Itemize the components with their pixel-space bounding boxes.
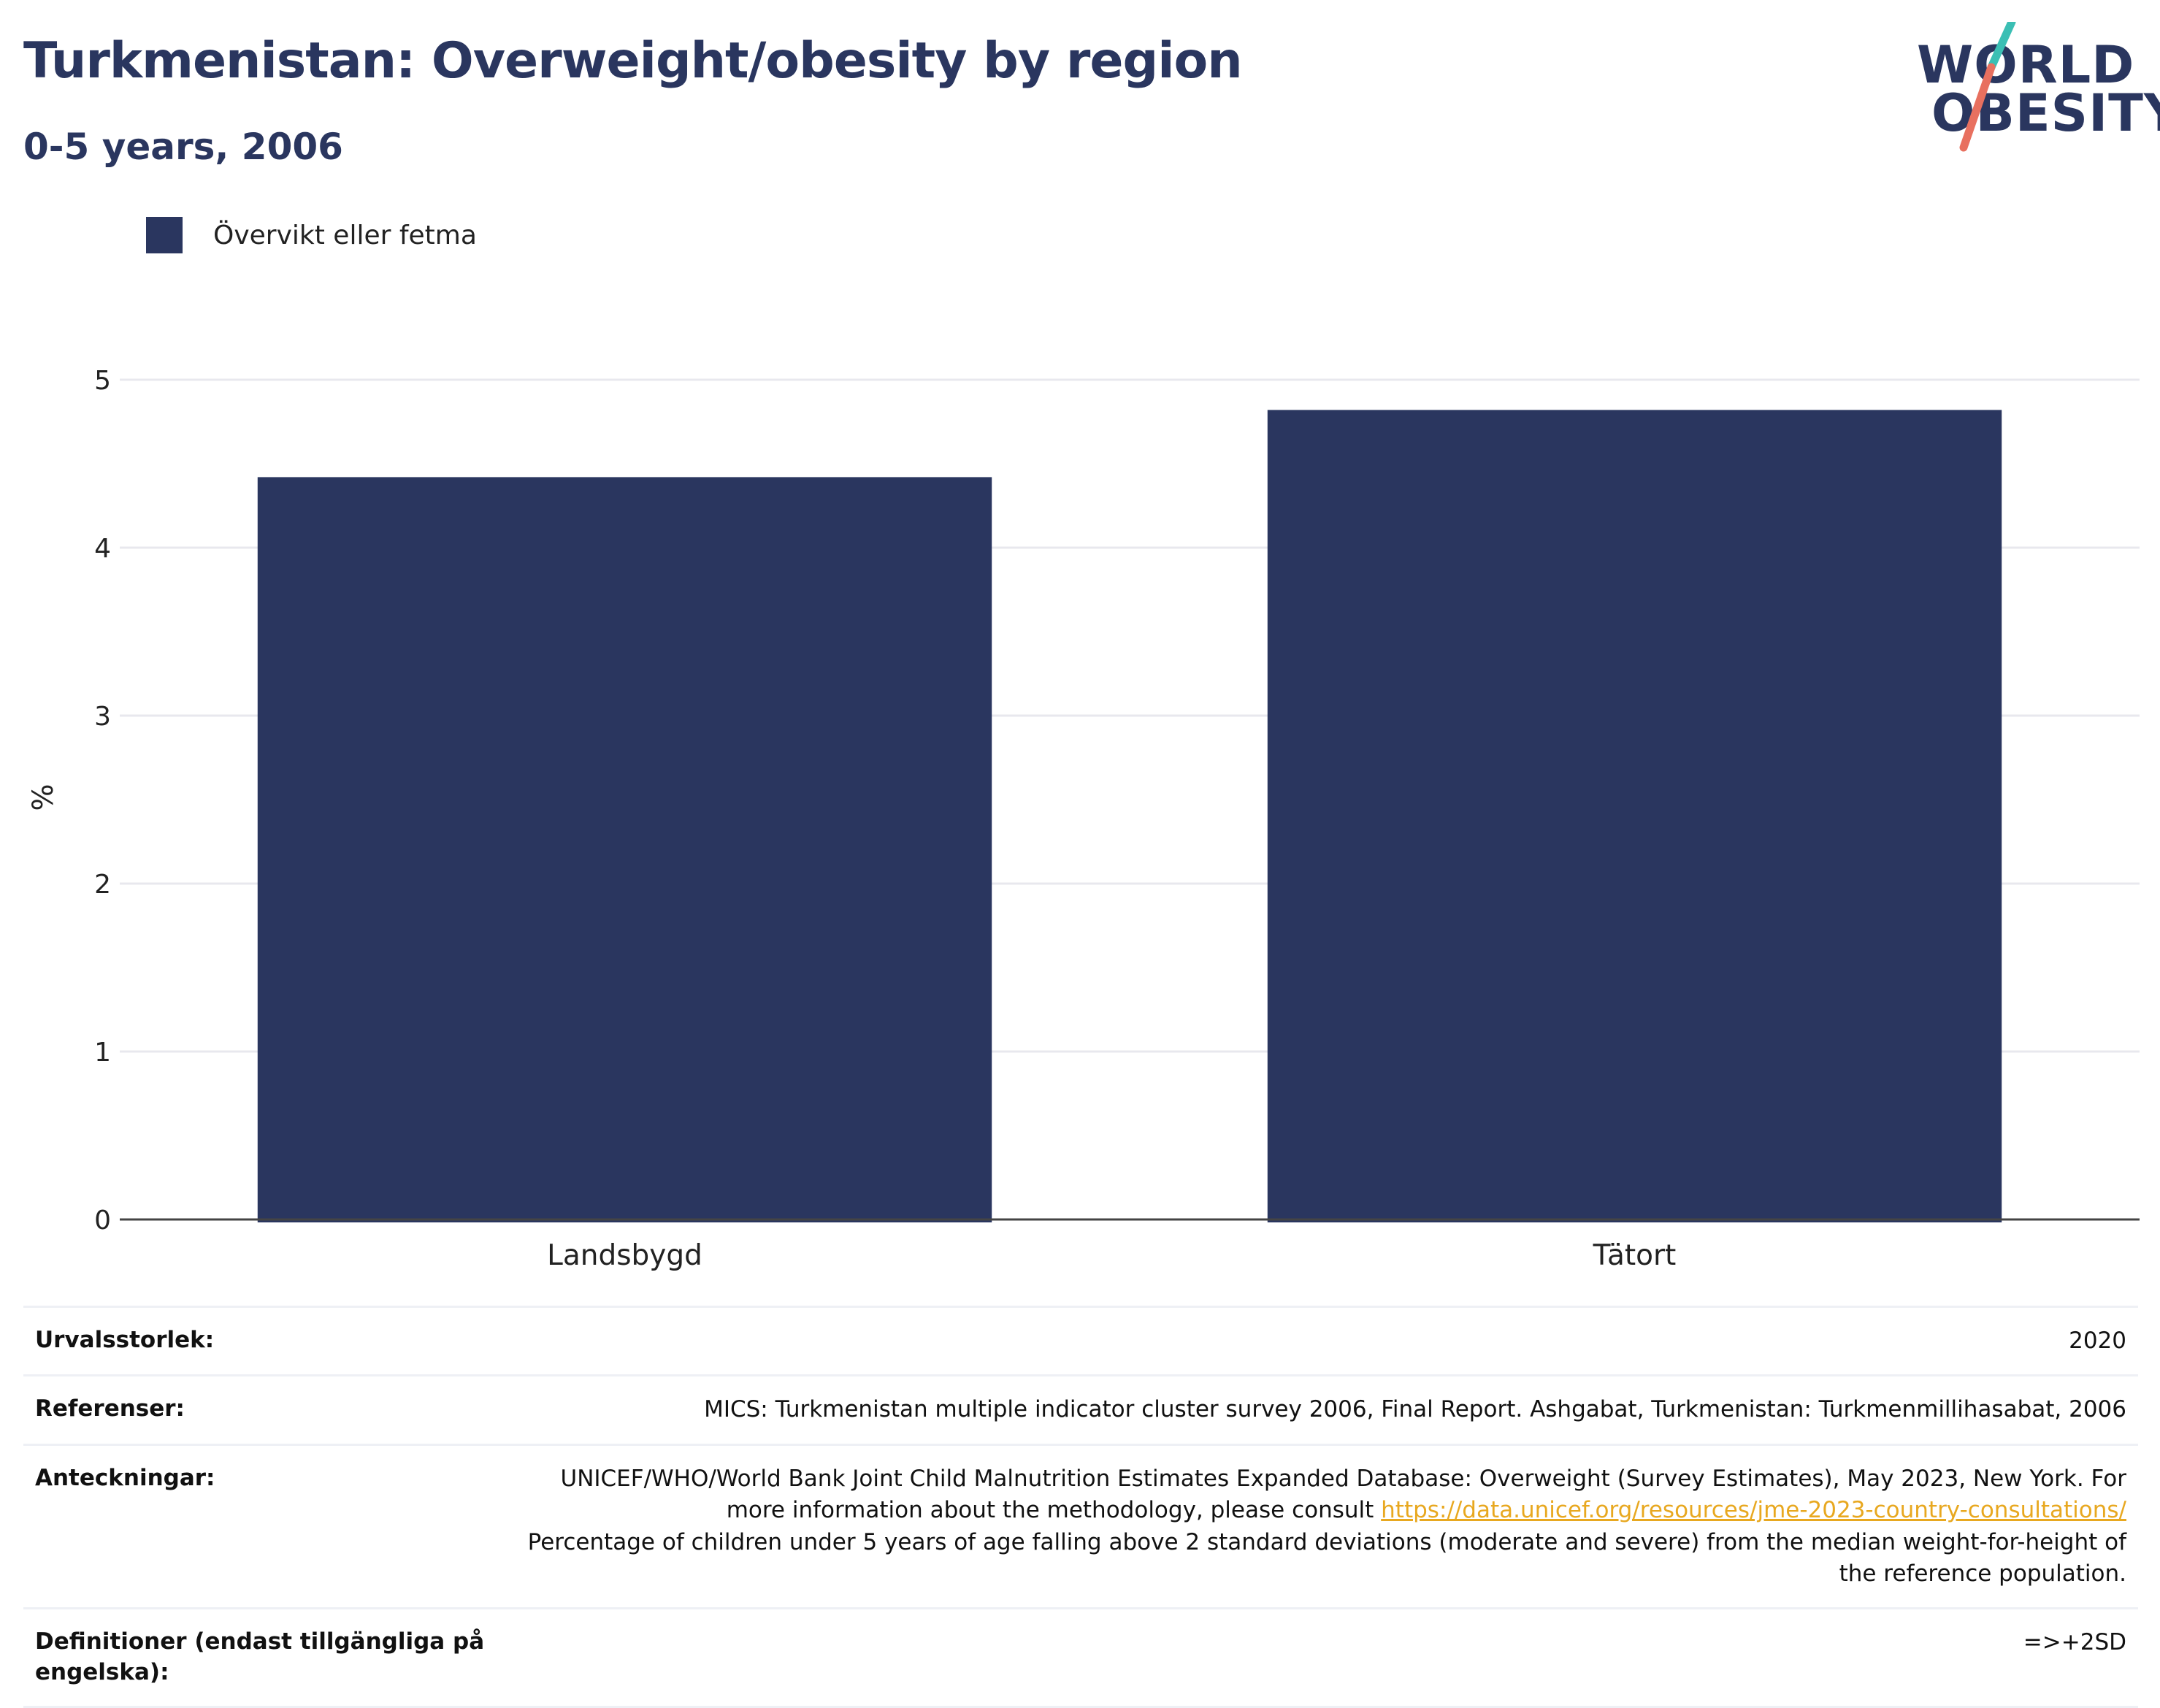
info-key: Anteckningar: xyxy=(35,1464,215,1491)
info-value: 2020 xyxy=(2069,1328,2126,1354)
y-tick-label: 1 xyxy=(94,1038,111,1068)
legend: Övervikt eller fetma xyxy=(146,216,477,254)
info-key: Urvalsstorlek: xyxy=(35,1327,215,1353)
y-tick-label: 3 xyxy=(94,702,111,732)
legend-label: Övervikt eller fetma xyxy=(213,220,477,250)
x-category-label: Tätort xyxy=(1593,1239,1677,1272)
notes-text: UNICEF/WHO/World Bank Joint Child Malnut… xyxy=(560,1465,2127,1524)
y-tick-label: 5 xyxy=(94,366,111,396)
info-row-notes: Anteckningar: UNICEF/WHO/World Bank Join… xyxy=(23,1443,2138,1608)
bar-chart: 0 1 2 3 4 5 Landsbygd Tätort % xyxy=(27,366,2140,1272)
y-tick-label: 0 xyxy=(94,1206,111,1236)
x-category-label: Landsbygd xyxy=(547,1239,702,1272)
info-row-sample-size: Urvalsstorlek: 2020 xyxy=(23,1306,2138,1374)
notes-text-2: Percentage of children under 5 years of … xyxy=(527,1528,2126,1587)
chart-title: Turkmenistan: Overweight/obesity by regi… xyxy=(23,32,1243,90)
methodology-link[interactable]: https://data.unicef.org/resources/jme-20… xyxy=(1381,1497,2126,1524)
info-key: Referenser: xyxy=(35,1395,185,1422)
y-axis-label: % xyxy=(27,784,60,811)
chart-subtitle: 0-5 years, 2006 xyxy=(23,126,343,168)
world-obesity-logo: WORLD OBESITY xyxy=(1902,22,2160,153)
info-key: Definitioner (endast tillgängliga på eng… xyxy=(35,1628,485,1686)
logo-line-1: WORLD xyxy=(1917,35,2135,95)
logo-slash-icon xyxy=(1959,22,2016,152)
info-row-definitions: Definitioner (endast tillgängliga på eng… xyxy=(23,1607,2138,1708)
legend-swatch xyxy=(146,217,183,253)
info-table: Urvalsstorlek: 2020 Referenser: MICS: Tu… xyxy=(23,1306,2138,1708)
info-value: MICS: Turkmenistan multiple indicator cl… xyxy=(704,1396,2126,1423)
info-value: =>+2SD xyxy=(2023,1629,2126,1656)
bar-landsbygd xyxy=(257,477,992,1222)
bar-t-tort xyxy=(1267,410,2002,1222)
info-row-references: Referenser: MICS: Turkmenistan multiple … xyxy=(23,1374,2138,1443)
info-value: UNICEF/WHO/World Bank Joint Child Malnut… xyxy=(502,1463,2126,1590)
y-tick-label: 4 xyxy=(94,534,111,564)
y-tick-label: 2 xyxy=(94,870,111,900)
